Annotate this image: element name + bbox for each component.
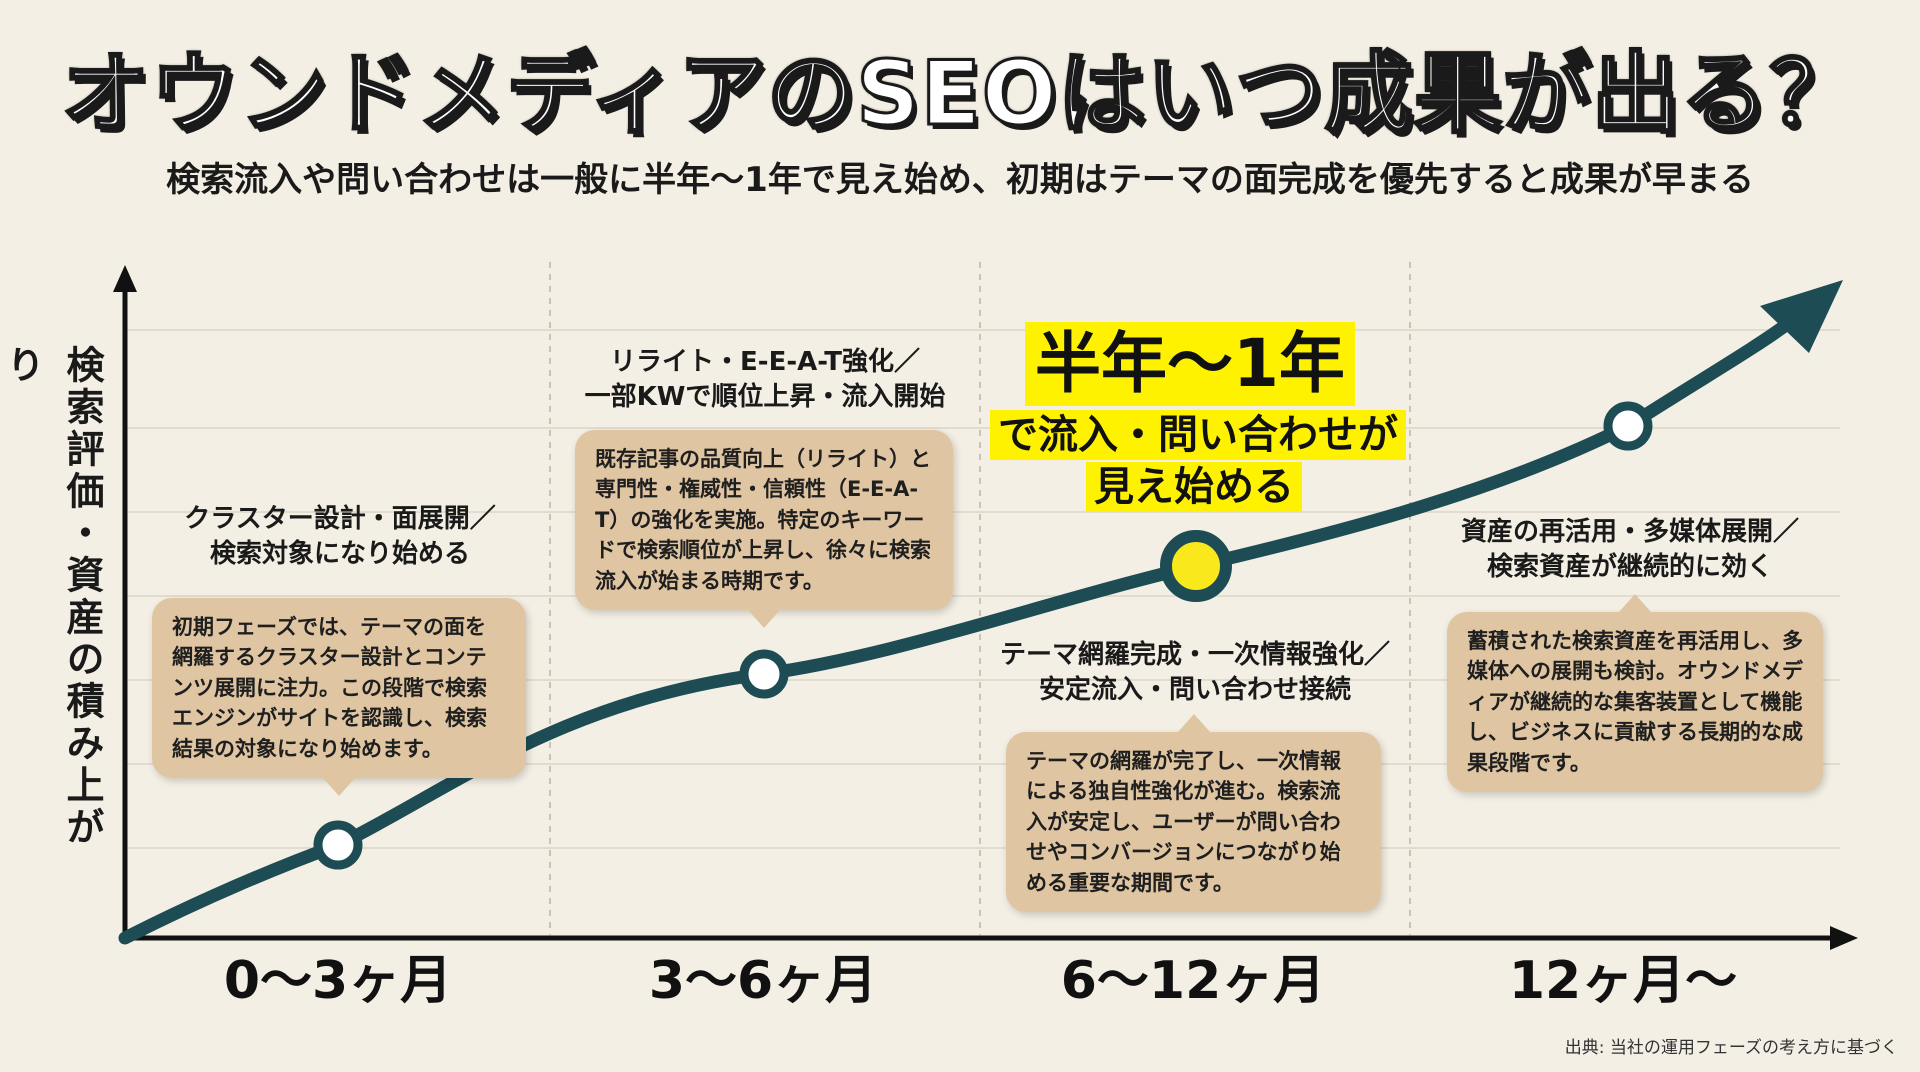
curve-arrowhead-icon bbox=[1760, 280, 1843, 353]
phase-2-bubble: 既存記事の品質向上（リライト）と専門性・権威性・信頼性（E-E-A-T）の強化を… bbox=[575, 430, 953, 629]
phase-4-title: 資産の再活用・多媒体展開／ 検索資産が継続的に効く bbox=[1460, 517, 1799, 583]
phase-3-title: テーマ網羅完成・一次情報強化／ 安定流入・問い合わせ接続 bbox=[999, 640, 1390, 706]
period-label-3: 6〜12ヶ月 bbox=[1060, 951, 1326, 1011]
milestone-marker bbox=[313, 820, 363, 870]
page-title: オウンドメディアのSEOはいつ成果が出る？ bbox=[60, 42, 1859, 145]
phase-3-bubble: テーマの網羅が完了し、一次情報による独自性強化が進む。検索流入が安定し、ユーザー… bbox=[1006, 713, 1381, 913]
highlight-period: 半年〜1年 bbox=[1025, 322, 1355, 406]
grid-vertical bbox=[549, 262, 1411, 935]
phase-1-bubble: 初期フェーズでは、テーマの面を網羅するクラスター設計とコンテンツ展開に注力。この… bbox=[152, 598, 526, 797]
phase-2-title: リライト・E-E-A-T強化／ 一部KWで順位上昇・流入開始 bbox=[584, 347, 946, 413]
phase-4-bubble: 蓄積された検索資産を再活用し、多媒体への展開も検討。オウンドメディアが継続的な集… bbox=[1447, 593, 1823, 793]
milestone-marker bbox=[739, 649, 789, 699]
x-axis-arrow-icon bbox=[1830, 926, 1858, 950]
phase-1-title: クラスター設計・面展開／ 検索対象になり始める bbox=[184, 504, 496, 570]
period-label-1: 0〜3ヶ月 bbox=[223, 951, 453, 1011]
milestone-marker-highlight bbox=[1160, 530, 1232, 602]
milestone-marker bbox=[1603, 401, 1653, 451]
y-axis-label: 検索評価・資産の積み上がり bbox=[0, 345, 104, 849]
y-axis-arrow-icon bbox=[113, 265, 137, 292]
period-label-2: 3〜6ヶ月 bbox=[648, 951, 878, 1011]
period-label-4: 12ヶ月〜 bbox=[1508, 951, 1738, 1011]
highlight-line-1: で流入・問い合わせが bbox=[990, 410, 1406, 460]
page-subtitle: 検索流入や問い合わせは一般に半年〜1年で見え始め、初期はテーマの面完成を優先する… bbox=[166, 160, 1754, 200]
highlight-line-2: 見え始める bbox=[1086, 462, 1302, 512]
source-note: 出典: 当社の運用フェーズの考え方に基づく bbox=[1564, 1038, 1898, 1058]
